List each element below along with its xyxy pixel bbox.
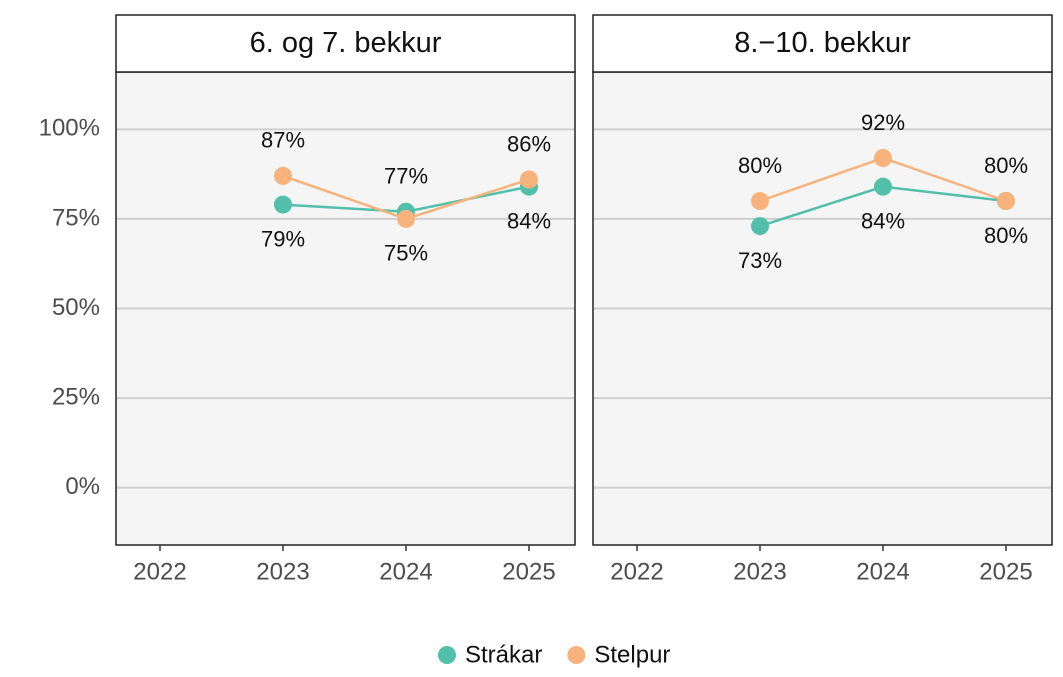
data-label: 84%	[507, 208, 551, 233]
y-tick-label: 50%	[52, 294, 100, 321]
legend-label: Stelpur	[594, 641, 670, 668]
data-label: 92%	[861, 110, 905, 135]
y-tick-label: 100%	[39, 115, 100, 142]
x-tick-label: 2023	[256, 558, 309, 585]
strip	[592, 14, 1053, 73]
data-label: 80%	[984, 223, 1028, 248]
legend-swatch	[567, 646, 586, 664]
x-tick-label: 2023	[733, 558, 786, 585]
strip	[115, 14, 576, 73]
data-point	[397, 209, 415, 228]
x-tick-label: 2024	[856, 558, 909, 585]
data-label: 86%	[507, 131, 551, 156]
y-tick-label: 75%	[52, 204, 100, 231]
x-tick-label: 2025	[979, 558, 1032, 585]
x-tick-label: 2025	[502, 558, 555, 585]
data-point	[997, 192, 1015, 210]
y-tick-label: 0%	[65, 473, 100, 500]
x-tick-label: 2022	[133, 558, 186, 585]
data-point	[274, 195, 292, 214]
data-label: 79%	[261, 226, 305, 251]
x-tick-label: 2022	[610, 558, 663, 585]
data-label: 75%	[384, 241, 428, 266]
data-label: 73%	[738, 248, 782, 273]
strip-title: 8.−10. bekkur	[734, 27, 911, 59]
data-label: 77%	[384, 164, 428, 189]
data-point	[274, 166, 292, 185]
data-point	[751, 217, 769, 236]
legend-swatch	[438, 646, 456, 664]
data-point	[751, 192, 769, 210]
strip-title: 6. og 7. bekkur	[250, 27, 442, 59]
data-label: 80%	[984, 153, 1028, 178]
data-point	[520, 170, 538, 189]
data-point	[874, 149, 892, 167]
data-point	[874, 177, 892, 196]
data-label: 84%	[861, 208, 905, 233]
data-label: 87%	[261, 128, 305, 153]
legend-label: Strákar	[465, 641, 542, 668]
y-tick-label: 25%	[52, 383, 100, 410]
x-tick-label: 2024	[379, 558, 432, 585]
data-label: 80%	[738, 153, 782, 178]
